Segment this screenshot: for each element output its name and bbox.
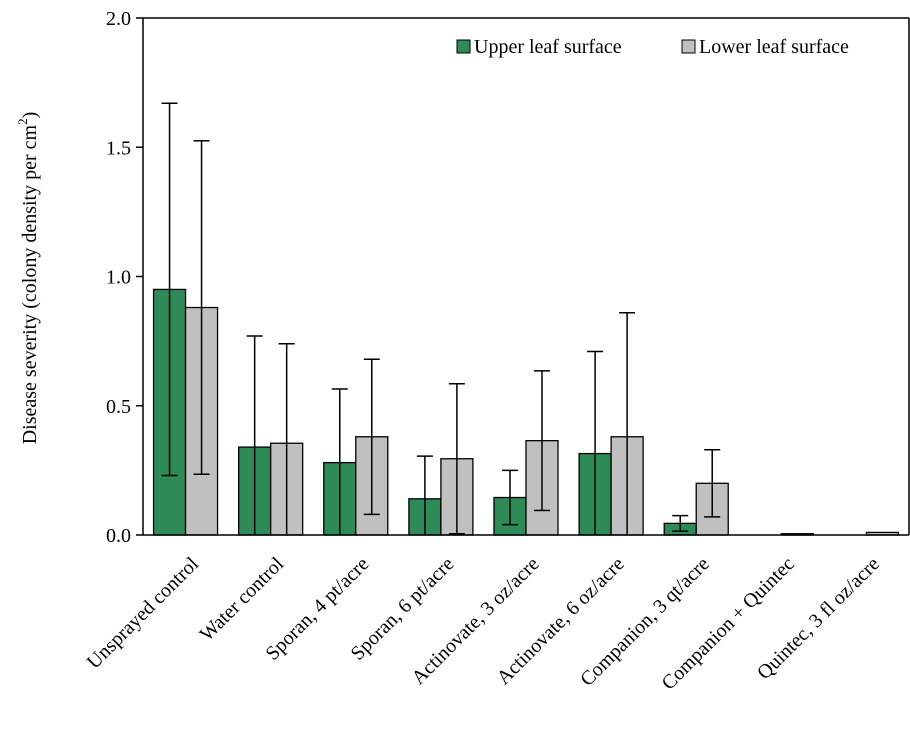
y-tick-label: 1.0 <box>106 267 131 289</box>
y-tick-label: 0.0 <box>106 525 131 547</box>
legend-label-lower: Lower leaf surface <box>699 36 849 58</box>
y-tick-label: 2.0 <box>106 8 131 30</box>
legend-swatch-upper <box>456 39 471 54</box>
axes <box>142 17 910 536</box>
y-axis-label-superscript: 2 <box>15 118 30 125</box>
legend: Upper leaf surface Lower leaf surface <box>456 36 849 58</box>
y-axis-label: Disease severity (colony density per cm2… <box>15 112 41 445</box>
legend-label-upper: Upper leaf surface <box>474 36 622 58</box>
legend-swatch-lower <box>681 39 696 54</box>
y-tick-label: 1.5 <box>106 137 131 159</box>
x-category-label: Water control <box>196 553 289 646</box>
y-axis-label-close: ) <box>19 112 41 119</box>
y-axis-ticks: 0.0 0.5 1.0 1.5 2.0 <box>106 8 143 547</box>
y-tick-label: 0.5 <box>106 396 131 418</box>
bar-group <box>152 288 900 536</box>
x-category-label: Unsprayed control <box>83 553 204 674</box>
error-bar-group <box>161 102 721 535</box>
